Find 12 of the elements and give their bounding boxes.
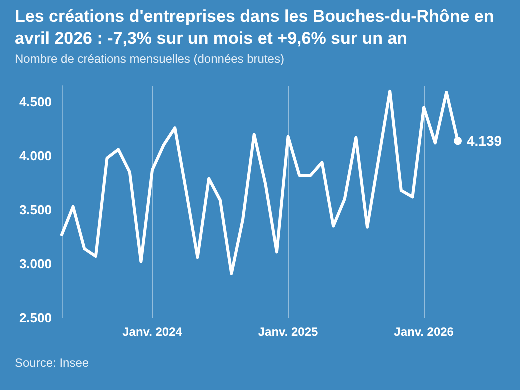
chart-subtitle: Nombre de créations mensuelles (données brutes)	[15, 52, 284, 66]
y-tick-label: 2.500	[19, 310, 52, 326]
y-tick-label: 4.000	[19, 148, 52, 164]
data-label: 4.139	[467, 133, 502, 150]
x-tick-label: Janv. 2026	[394, 325, 454, 339]
y-tick-label: 4.500	[19, 94, 52, 110]
y-tick-label: 3.500	[19, 202, 52, 218]
source-note: Source: Insee	[15, 356, 90, 370]
chart-title: Les créations d'entreprises dans les Bouches-du-Rhône en avril 2026 : -7,3% sur un mois et +9,6% sur un an	[15, 6, 496, 50]
x-tick-label: Janv. 2024	[122, 325, 183, 339]
x-tick-label: Janv. 2025	[258, 325, 319, 339]
y-tick-label: 3.000	[19, 256, 52, 272]
